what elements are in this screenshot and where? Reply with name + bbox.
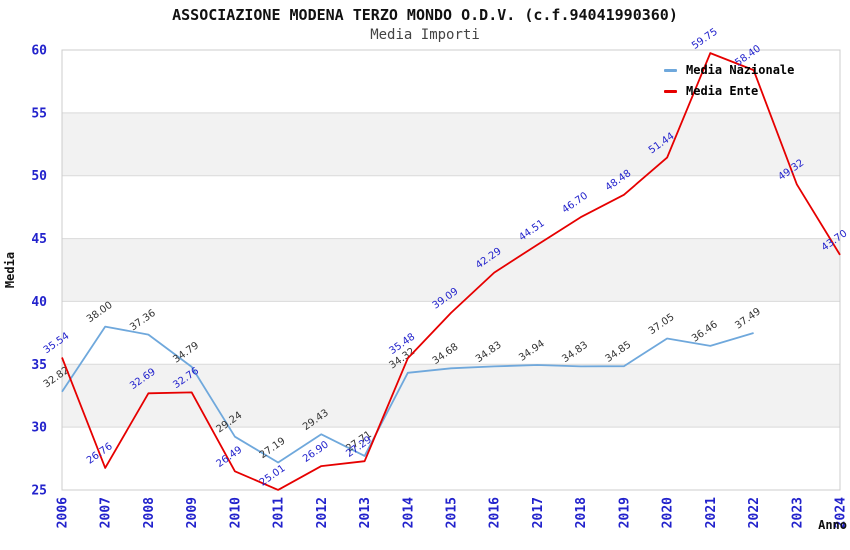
x-tick-label: 2022 <box>747 497 762 528</box>
series-line-media-nazionale <box>61 325 754 464</box>
y-tick-label: 50 <box>31 169 47 184</box>
x-tick-label: 2024 <box>834 497 849 528</box>
legend-item-media-nazionale: Media Nazionale <box>664 63 794 77</box>
y-axis-title: Media <box>3 252 17 288</box>
x-axis-tick-labels: 2006 2007 2008 2009 2010 2011 2012 2013 2014 2015… <box>56 497 849 528</box>
x-tick-label: 2018 <box>574 497 589 528</box>
x-tick-label: 2017 <box>531 497 546 528</box>
legend-label-media-nazionale: Media Nazionale <box>686 63 795 77</box>
legend-swatch-media-ente-icon <box>664 89 677 93</box>
x-tick-label: 2015 <box>445 497 460 528</box>
series-line-media-ente <box>61 52 841 491</box>
plot-bands <box>62 50 840 490</box>
x-tick-label: 2021 <box>704 497 719 528</box>
x-tick-label: 2016 <box>488 497 503 528</box>
x-tick-label: 2006 <box>56 497 71 528</box>
x-tick-label: 2023 <box>790 497 805 528</box>
y-tick-label: 25 <box>31 484 47 499</box>
plot-gridlines <box>62 112 840 428</box>
chart-subtitle: Media Importi <box>370 27 480 43</box>
y-tick-label: 40 <box>31 295 47 310</box>
x-axis-title: Anno <box>818 518 847 532</box>
x-tick-label: 2011 <box>272 497 287 528</box>
x-tick-label: 2008 <box>142 497 157 528</box>
chart-title: ASSOCIAZIONE MODENA TERZO MONDO O.D.V. (… <box>172 6 678 24</box>
x-tick-label: 2007 <box>99 497 114 528</box>
legend-item-media-ente: Media Ente <box>664 84 794 98</box>
x-tick-label: 2009 <box>185 497 200 528</box>
x-tick-label: 2020 <box>661 497 676 528</box>
y-tick-label: 35 <box>31 358 47 373</box>
legend: Media Nazionale Media Ente <box>664 63 794 98</box>
plot-border <box>61 49 841 491</box>
x-tick-label: 2019 <box>617 497 632 528</box>
x-tick-label: 2013 <box>358 497 373 528</box>
x-tick-label: 2012 <box>315 497 330 528</box>
y-tick-label: 30 <box>31 421 47 436</box>
y-tick-label: 60 <box>31 44 47 59</box>
x-tick-label: 2014 <box>401 497 416 528</box>
y-axis-tick-labels: 25 30 35 40 45 50 55 60 <box>31 44 47 499</box>
legend-swatch-media-nazionale-icon <box>664 68 677 72</box>
y-tick-label: 55 <box>31 106 47 121</box>
y-tick-label: 45 <box>31 232 47 247</box>
x-tick-label: 2010 <box>228 497 243 528</box>
legend-label-media-ente: Media Ente <box>686 84 759 98</box>
